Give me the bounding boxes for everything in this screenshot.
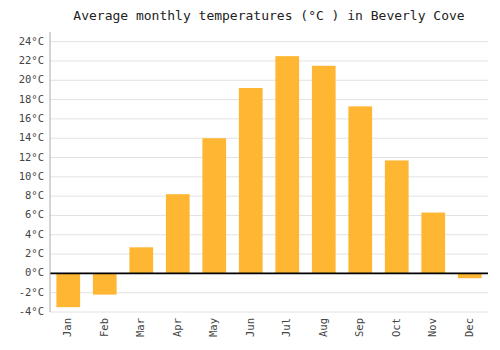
grid-line	[50, 60, 488, 61]
bar	[166, 194, 190, 273]
bar	[385, 160, 409, 273]
x-tick-label: Apr	[171, 318, 183, 337]
grid-line	[50, 118, 488, 119]
y-tick-labels: -4°C -2°C 0°C 2°C 4°C 6°C 8°C 10°C 12°C 14°C 16°C 1…	[19, 35, 44, 317]
x-tick-label: Sep	[353, 318, 365, 337]
y-tick-label: 14°C	[19, 131, 44, 143]
chart-svg: Average monthly temperatures (°C ) in Be…	[0, 0, 500, 350]
y-tick-label: 10°C	[19, 170, 44, 182]
y-tick-label: 22°C	[19, 54, 44, 66]
chart-container: Average monthly temperatures (°C ) in Be…	[0, 0, 500, 350]
bar	[348, 106, 372, 273]
x-tick-label: Mar	[134, 318, 146, 337]
bar	[421, 213, 445, 274]
y-tick-label: 6°C	[25, 208, 44, 220]
grid-line	[50, 196, 488, 197]
x-tick-label: Aug	[317, 318, 329, 337]
y-tick-label: 18°C	[19, 93, 44, 105]
bar	[312, 66, 336, 274]
x-tick-label: Nov	[426, 318, 438, 337]
x-tick-labels: Jan Feb Mar Apr May Jun Jul Aug Sep Oct Nov Dec	[61, 318, 475, 337]
y-axis-line	[50, 32, 51, 312]
grid	[50, 42, 488, 312]
bar	[202, 138, 226, 273]
grid-line	[50, 273, 488, 274]
bar	[93, 273, 117, 294]
y-tick-label: -4°C	[19, 305, 44, 317]
y-tick-label: 0°C	[25, 266, 44, 278]
x-tick-label: Jan	[61, 318, 73, 337]
x-tick-label: Feb	[98, 318, 110, 337]
x-tick-label: Dec	[463, 318, 475, 337]
y-tick-label: 24°C	[19, 35, 44, 47]
x-tick-label: Jun	[244, 318, 256, 337]
grid-line	[50, 99, 488, 100]
bar	[129, 247, 153, 273]
y-tick-label: 8°C	[25, 189, 44, 201]
zero-line	[50, 273, 488, 275]
grid-line	[50, 80, 488, 81]
background	[0, 0, 500, 350]
grid-line	[50, 312, 488, 313]
x-tick-label: Jul	[280, 318, 292, 337]
y-tick-label: 20°C	[19, 73, 44, 85]
bar	[275, 56, 299, 273]
x-tick-label: Oct	[390, 318, 402, 337]
x-tick-label: May	[207, 318, 219, 337]
y-tick-label: 2°C	[25, 247, 44, 259]
y-tick-label: 4°C	[25, 228, 44, 240]
y-tick-label: -2°C	[19, 286, 44, 298]
grid-line	[50, 176, 488, 177]
bar	[56, 273, 80, 307]
bars	[56, 56, 481, 307]
y-tick-label: 16°C	[19, 112, 44, 124]
bar	[239, 88, 263, 273]
grid-line	[50, 138, 488, 139]
title: Average monthly temperatures (°C ) in Be…	[73, 8, 465, 23]
grid-line	[50, 157, 488, 158]
grid-line	[50, 41, 488, 42]
y-tick-label: 12°C	[19, 151, 44, 163]
